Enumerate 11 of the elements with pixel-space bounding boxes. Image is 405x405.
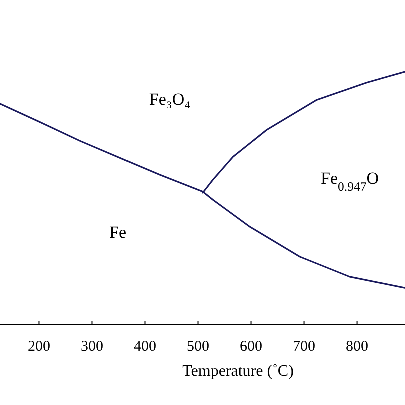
x-tick-label: 200 xyxy=(28,339,50,355)
x-axis-title: Temperature (˚C) xyxy=(182,363,294,380)
x-tick-label: 600 xyxy=(240,339,263,355)
x-tick-label: 500 xyxy=(187,339,210,355)
annotation: Fe xyxy=(110,223,126,242)
x-tick-label: 300 xyxy=(80,339,104,355)
annotation: Fe₃O₄ xyxy=(149,90,191,109)
x-tick-label: 700 xyxy=(293,339,316,355)
x-tick-label: 800 xyxy=(346,339,369,355)
annotation: Fe$_{0.947}$O xyxy=(321,169,379,194)
x-tick-label: 400 xyxy=(134,339,156,355)
